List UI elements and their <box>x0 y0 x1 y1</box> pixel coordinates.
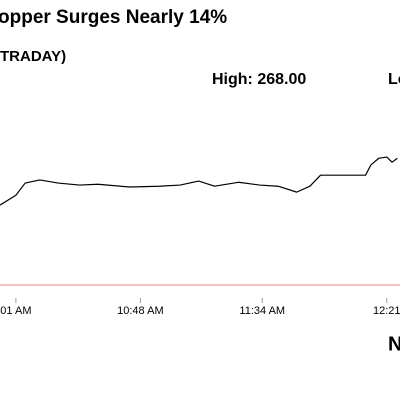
high-label: High: 268.00 <box>212 71 306 88</box>
x-tick-label: 11:34 AM <box>239 305 285 317</box>
price-line <box>0 156 398 206</box>
low-label: Lo <box>388 71 400 88</box>
source-mark: N <box>388 333 400 355</box>
x-tick-label: 10:48 AM <box>117 305 163 317</box>
x-tick-label: 01 AM <box>0 305 31 317</box>
chart-subtitle: TRADAY) <box>0 48 66 65</box>
chart-title: opper Surges Nearly 14% <box>0 7 227 28</box>
x-tick-label: 12:21 <box>373 305 400 317</box>
